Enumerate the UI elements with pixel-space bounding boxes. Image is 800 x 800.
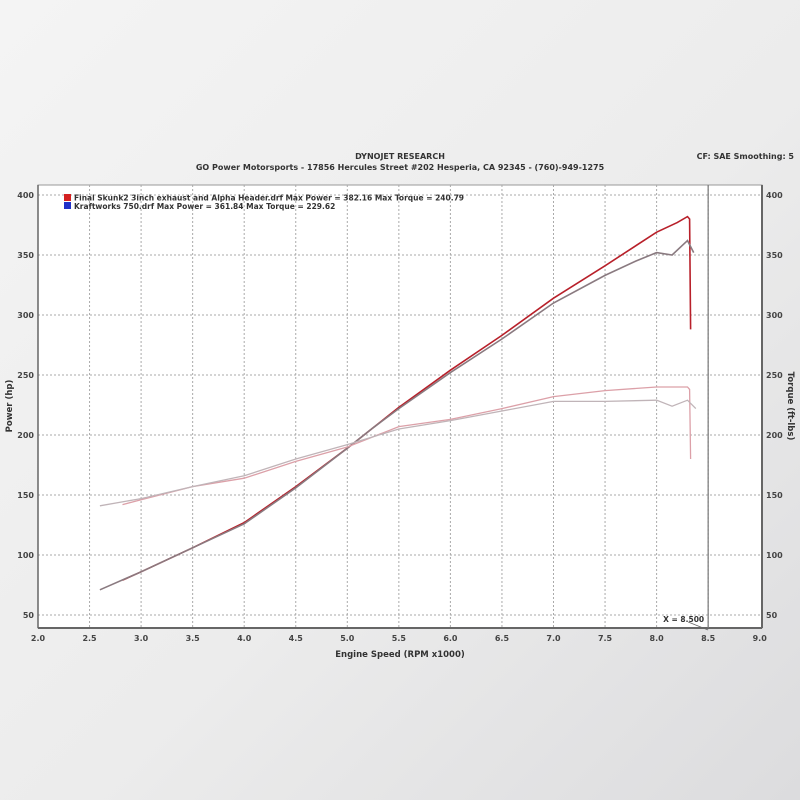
legend-swatch-blue xyxy=(64,202,71,209)
x-tick-label: 4.5 xyxy=(289,634,304,643)
y-tick-label-right: 150 xyxy=(766,491,783,500)
legend-swatch-red xyxy=(64,194,71,201)
x-tick-label: 5.5 xyxy=(392,634,407,643)
y-tick-label-right: 100 xyxy=(766,551,783,560)
x-tick-label: 6.0 xyxy=(443,634,458,643)
y-tick-label-right: 300 xyxy=(766,311,783,320)
y-tick-label-right: 400 xyxy=(766,191,783,200)
y-axis-left-label: Power (hp) xyxy=(5,380,15,433)
y-tick-label-left: 100 xyxy=(17,551,34,560)
y-tick-label-right: 350 xyxy=(766,251,783,260)
correction-settings: CF: SAE Smoothing: 5 xyxy=(696,152,794,161)
cursor-leader xyxy=(688,621,709,631)
x-tick-label: 5.0 xyxy=(340,634,355,643)
y-tick-label-left: 150 xyxy=(17,491,34,500)
x-tick-label: 4.0 xyxy=(237,634,252,643)
x-tick-label: 6.5 xyxy=(495,634,510,643)
y-tick-label-left: 300 xyxy=(17,311,34,320)
y-tick-label-left: 350 xyxy=(17,251,34,260)
y-tick-label-right: 200 xyxy=(766,431,783,440)
y-tick-label-left: 200 xyxy=(17,431,34,440)
y-tick-label-left: 250 xyxy=(17,371,34,380)
x-axis-label: Engine Speed (RPM x1000) xyxy=(335,650,465,660)
legend-label-kraftworks: Kraftworks 750.drf Max Power = 361.84 Ma… xyxy=(74,202,335,211)
x-tick-label: 2.5 xyxy=(82,634,97,643)
series-line-torque xyxy=(122,386,692,506)
x-tick-label: 9.0 xyxy=(753,634,768,643)
legend: Final Skunk2 3inch exhaust and Alpha Hea… xyxy=(64,194,464,211)
x-tick-label: 3.0 xyxy=(134,634,149,643)
x-tick-label: 2.0 xyxy=(31,634,46,643)
x-tick-label: 8.5 xyxy=(701,634,716,643)
x-tick-label: 3.5 xyxy=(186,634,201,643)
chart-title: DYNOJET RESEARCH xyxy=(355,152,445,161)
series-line-power xyxy=(99,239,695,591)
chart-subtitle: GO Power Motorsports - 17856 Hercules St… xyxy=(195,163,605,172)
x-tick-label: 8.0 xyxy=(650,634,665,643)
cursor-label: X = 8.500 xyxy=(663,615,704,624)
x-tick-label: 7.5 xyxy=(598,634,613,643)
legend-label-skunk2: Final Skunk2 3inch exhaust and Alpha Hea… xyxy=(74,194,464,203)
y-tick-label-right: 250 xyxy=(766,371,783,380)
series-line-torque xyxy=(99,399,697,507)
y-tick-label-left: 400 xyxy=(17,191,34,200)
y-axis-right-label: Torque (ft-lbs) xyxy=(785,372,795,441)
x-tick-label: 7.0 xyxy=(546,634,561,643)
y-tick-label-left: 50 xyxy=(23,611,35,620)
y-tick-label-right: 50 xyxy=(766,611,778,620)
